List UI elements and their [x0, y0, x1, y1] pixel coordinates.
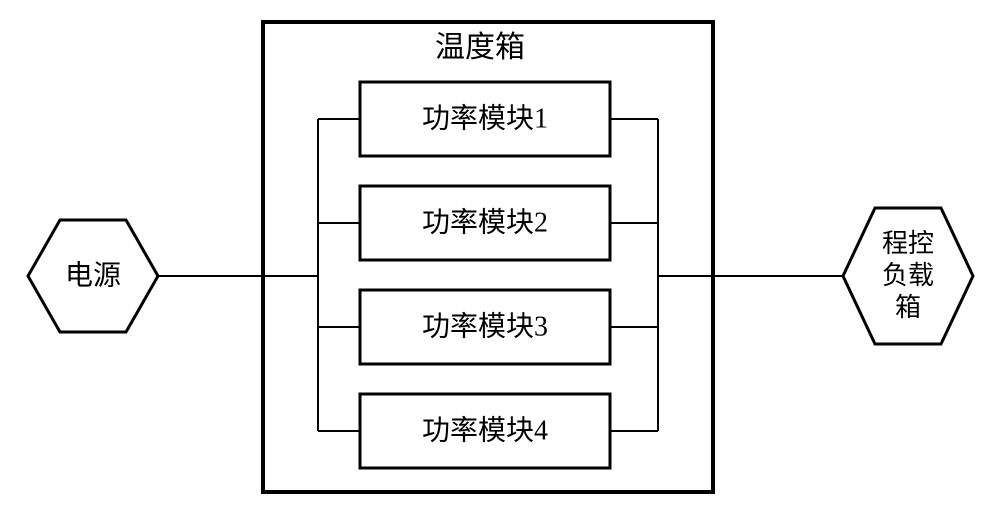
- diagram-canvas: 温度箱 功率模块1 功率模块2 功率模块3 功率模块4 电源 程控 负载 箱: [0, 0, 1000, 517]
- chamber-title: 温度箱: [435, 31, 525, 64]
- hex-load-label-line3: 箱: [895, 293, 921, 322]
- module-1: 功率模块1: [360, 82, 610, 156]
- module-4-label: 功率模块4: [422, 414, 548, 446]
- module-3-label: 功率模块3: [422, 310, 548, 342]
- module-1-label: 功率模块1: [422, 102, 548, 134]
- module-2: 功率模块2: [360, 186, 610, 260]
- hex-load-label-line2: 负载: [882, 261, 934, 290]
- module-4: 功率模块4: [360, 394, 610, 468]
- hex-power-label: 电源: [65, 259, 121, 291]
- module-3: 功率模块3: [360, 290, 610, 364]
- module-2-label: 功率模块2: [422, 206, 548, 238]
- hex-load-label-line1: 程控: [882, 229, 934, 258]
